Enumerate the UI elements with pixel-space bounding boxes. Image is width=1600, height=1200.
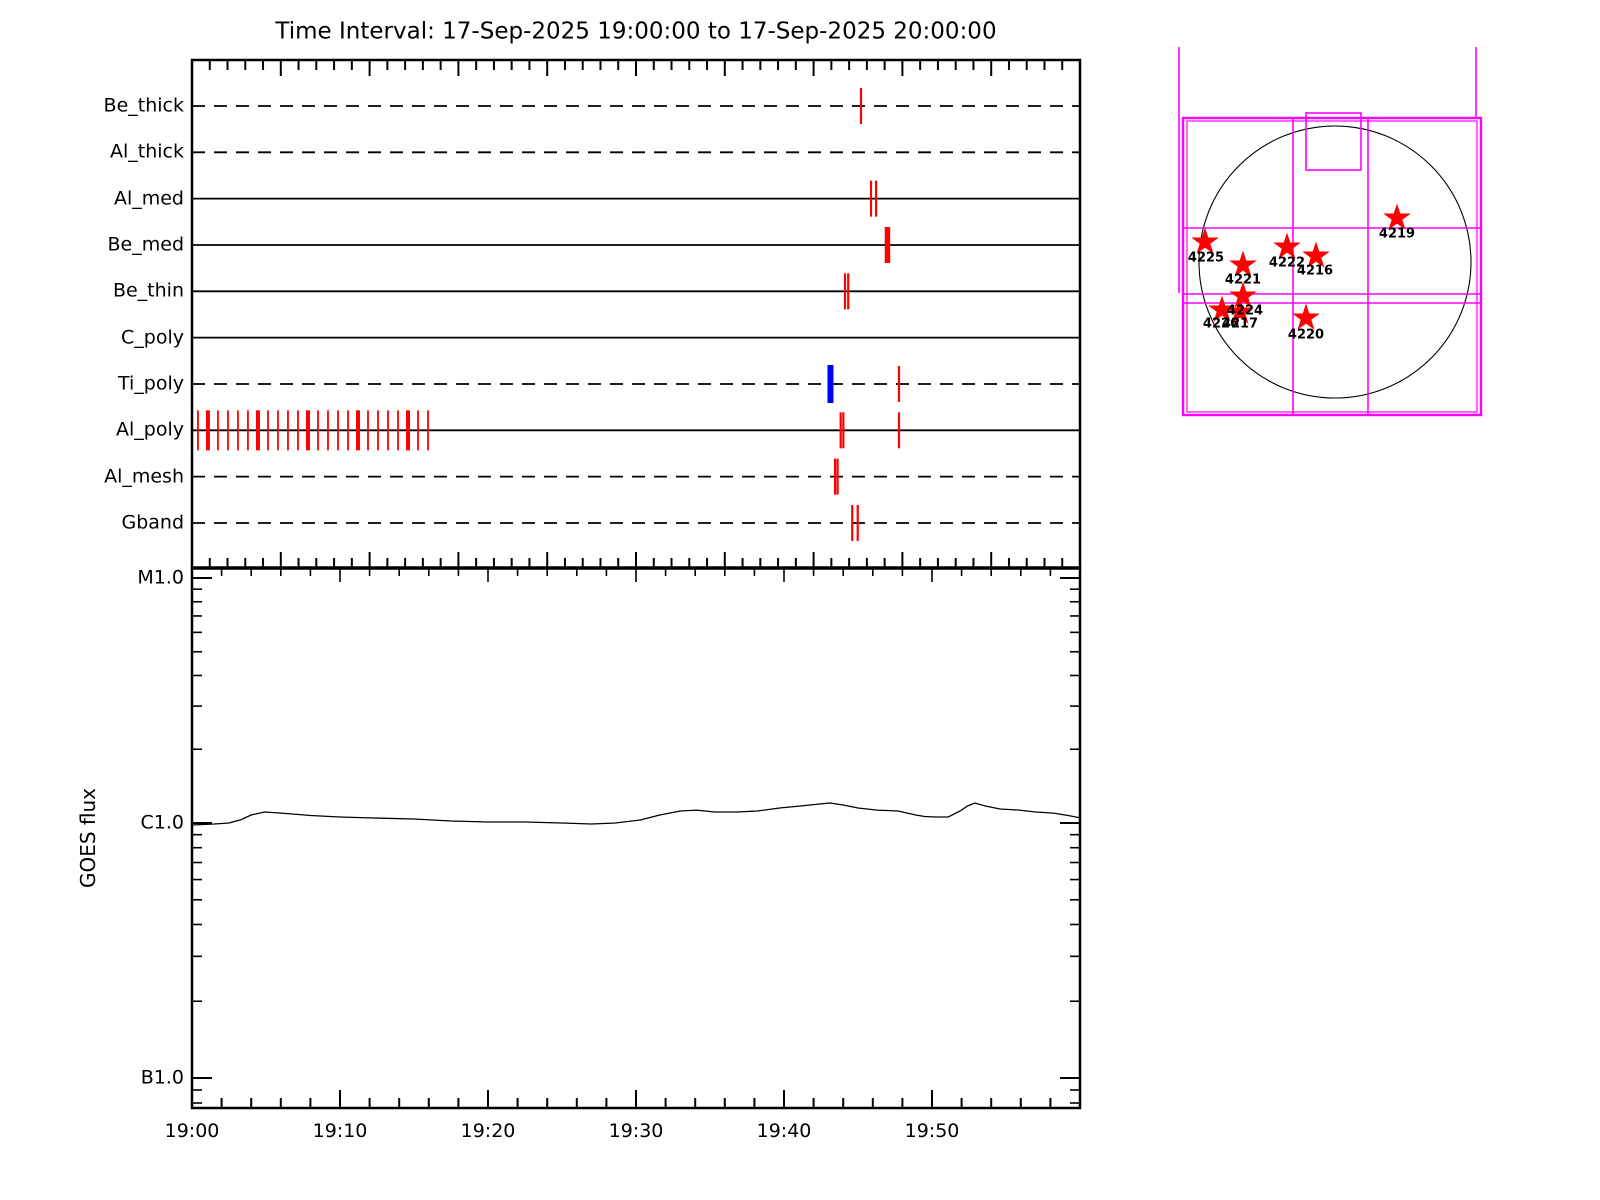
solar-fov-map	[1178, 47, 1483, 417]
time-tick-label-19:50: 19:50	[904, 1120, 960, 1142]
active-region-star-4225	[1191, 227, 1219, 254]
filter-row-label-Al_mesh: Al_mesh	[104, 465, 184, 488]
goes-ytick-label-B1.0: B1.0	[140, 1066, 184, 1089]
filter-row-label-Be_thick: Be_thick	[103, 94, 184, 117]
fov-inner-rect	[1186, 120, 1478, 413]
goes-flux-curve	[191, 802, 1081, 826]
active-region-star-4217	[1226, 297, 1254, 324]
filter-row-label-Al_thick: Al_thick	[110, 140, 184, 163]
active-region-label-4220: 4220	[1287, 327, 1325, 343]
filter-row-label-Be_thin: Be_thin	[112, 279, 184, 302]
filter-row-label-Ti_poly: Ti_poly	[117, 372, 184, 395]
active-region-label-4221: 4221	[1224, 272, 1262, 288]
goes-ytick-label-C1.0: C1.0	[140, 811, 184, 834]
active-region-label-4219: 4219	[1378, 226, 1416, 242]
timeline-chart	[190, 58, 1082, 570]
fov-outer-rect	[1181, 116, 1483, 417]
active-region-star-4222	[1273, 232, 1301, 259]
goes-chart	[190, 566, 1082, 1110]
active-region-label-4222: 4222	[1268, 255, 1306, 271]
active-region-label-4225: 4225	[1187, 250, 1225, 266]
active-region-label-4217: 4217	[1221, 316, 1259, 332]
goes-flux-axis-label: GOES flux	[76, 787, 100, 889]
active-region-label-4224: 4224	[1226, 303, 1264, 319]
filter-row-label-Al_med: Al_med	[113, 187, 184, 210]
filter-row-label-Gband: Gband	[121, 511, 184, 534]
filter-row-label-Al_poly: Al_poly	[116, 418, 184, 441]
active-region-star-4221	[1229, 250, 1257, 277]
time-tick-label-19:10: 19:10	[312, 1120, 368, 1142]
time-tick-label-19:40: 19:40	[756, 1120, 812, 1142]
filter-row-label-C_poly: C_poly	[121, 326, 184, 349]
time-tick-label-19:00: 19:00	[164, 1120, 220, 1142]
active-region-star-4226	[1208, 295, 1236, 322]
active-region-star-4224	[1229, 281, 1257, 308]
time-tick-label-19:30: 19:30	[608, 1120, 664, 1142]
active-region-star-4216	[1302, 241, 1330, 268]
active-region-label-4216: 4216	[1296, 263, 1334, 279]
active-region-star-4219	[1383, 203, 1411, 230]
page-title: Time Interval: 17-Sep-2025 19:00:00 to 1…	[275, 18, 997, 45]
active-region-star-4220	[1292, 303, 1320, 330]
fov-small-rect	[1305, 112, 1362, 171]
active-region-label-4226: 4226	[1202, 316, 1240, 332]
filter-row-label-Be_med: Be_med	[107, 233, 184, 256]
time-tick-label-19:20: 19:20	[460, 1120, 516, 1142]
goes-ytick-label-M1.0: M1.0	[137, 566, 184, 589]
solar-limb-circle	[1198, 125, 1472, 399]
